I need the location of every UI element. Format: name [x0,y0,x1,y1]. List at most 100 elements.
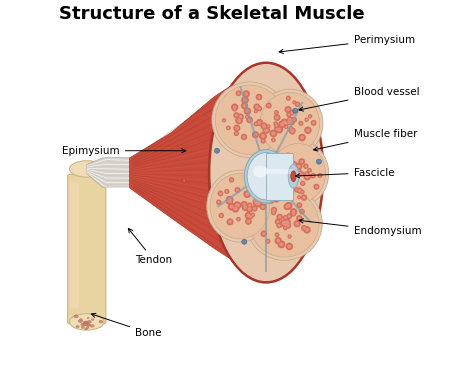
Ellipse shape [293,108,298,113]
Ellipse shape [207,170,273,242]
Ellipse shape [245,92,248,96]
Ellipse shape [241,201,248,208]
Ellipse shape [236,90,242,96]
Ellipse shape [220,214,223,217]
Ellipse shape [238,120,241,123]
Ellipse shape [236,217,241,222]
Ellipse shape [183,179,186,182]
Ellipse shape [227,200,230,203]
Ellipse shape [226,190,228,193]
Ellipse shape [252,131,259,138]
Ellipse shape [294,187,299,192]
Ellipse shape [263,125,266,128]
Ellipse shape [293,101,295,103]
Ellipse shape [292,118,295,121]
Ellipse shape [226,126,231,130]
Ellipse shape [285,223,291,229]
Ellipse shape [285,202,292,210]
Ellipse shape [305,175,309,179]
Ellipse shape [275,128,278,131]
Ellipse shape [270,130,277,137]
Ellipse shape [241,134,247,140]
Ellipse shape [273,121,278,126]
Ellipse shape [260,230,267,237]
Ellipse shape [283,120,286,124]
Ellipse shape [309,115,311,117]
Ellipse shape [70,314,104,330]
Ellipse shape [287,244,291,248]
Ellipse shape [254,200,256,202]
Ellipse shape [290,169,293,172]
Ellipse shape [245,115,249,119]
Ellipse shape [303,173,311,181]
Ellipse shape [267,104,270,107]
Ellipse shape [224,189,229,194]
Ellipse shape [278,224,281,227]
Ellipse shape [245,218,252,225]
Ellipse shape [304,173,311,180]
Ellipse shape [241,102,248,109]
Ellipse shape [256,106,262,112]
Ellipse shape [251,185,255,188]
Ellipse shape [285,152,291,158]
Ellipse shape [294,167,301,174]
Ellipse shape [253,166,268,177]
Ellipse shape [256,119,263,126]
Ellipse shape [212,82,288,158]
Ellipse shape [266,129,269,132]
Ellipse shape [301,182,304,185]
Ellipse shape [265,239,271,244]
Ellipse shape [289,126,293,131]
Ellipse shape [249,119,252,121]
Ellipse shape [245,192,249,196]
Ellipse shape [292,163,296,167]
Ellipse shape [312,121,315,124]
Ellipse shape [261,122,267,129]
Ellipse shape [283,221,285,223]
Ellipse shape [84,321,89,324]
Ellipse shape [264,129,267,132]
Ellipse shape [214,148,219,153]
Ellipse shape [292,128,296,132]
Ellipse shape [255,105,258,109]
Ellipse shape [228,200,233,204]
Ellipse shape [308,114,312,119]
Ellipse shape [272,211,275,214]
Ellipse shape [292,171,299,178]
Ellipse shape [285,205,289,208]
Ellipse shape [243,190,251,198]
Ellipse shape [216,200,221,205]
Ellipse shape [254,121,258,127]
Ellipse shape [288,113,290,116]
Ellipse shape [289,110,295,116]
Ellipse shape [215,85,284,155]
Ellipse shape [276,233,278,236]
Ellipse shape [288,164,299,188]
Ellipse shape [288,215,291,218]
Ellipse shape [86,324,90,327]
Ellipse shape [292,100,296,104]
Ellipse shape [299,173,301,175]
Ellipse shape [227,127,229,129]
Ellipse shape [247,185,253,191]
Ellipse shape [235,202,242,209]
Ellipse shape [259,132,267,140]
Ellipse shape [284,106,292,113]
Ellipse shape [311,174,314,177]
Ellipse shape [300,190,305,194]
Ellipse shape [277,165,282,169]
Ellipse shape [274,110,279,115]
Ellipse shape [255,94,262,101]
Ellipse shape [244,108,251,115]
Ellipse shape [306,172,308,175]
Ellipse shape [237,204,240,207]
Ellipse shape [284,216,287,219]
Ellipse shape [88,324,91,326]
Ellipse shape [306,128,310,132]
Ellipse shape [233,201,241,208]
Ellipse shape [275,124,278,127]
Ellipse shape [313,184,319,190]
Ellipse shape [249,215,252,218]
Ellipse shape [210,173,270,239]
Ellipse shape [277,128,281,131]
